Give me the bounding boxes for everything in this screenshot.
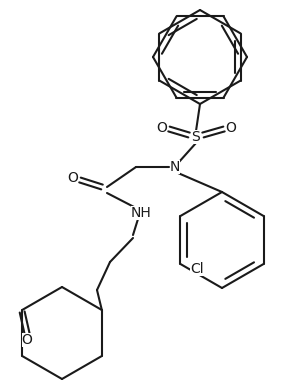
- Text: O: O: [157, 121, 167, 135]
- Text: N: N: [170, 160, 180, 174]
- Text: Cl: Cl: [191, 262, 204, 276]
- Text: S: S: [192, 130, 200, 144]
- Text: O: O: [22, 333, 33, 347]
- Text: NH: NH: [131, 206, 151, 220]
- Text: O: O: [226, 121, 236, 135]
- Text: O: O: [67, 171, 78, 185]
